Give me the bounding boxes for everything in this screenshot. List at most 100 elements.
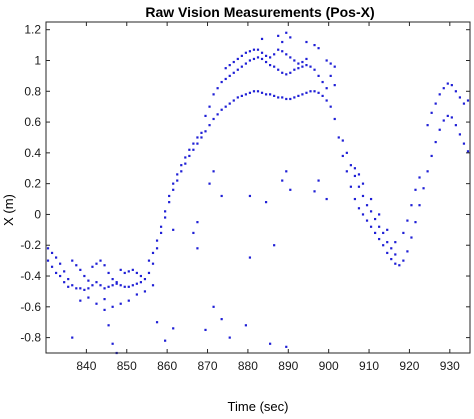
data-point <box>281 50 284 53</box>
data-point <box>220 318 223 321</box>
data-point <box>200 131 203 134</box>
data-point <box>111 284 114 287</box>
data-point <box>172 182 175 185</box>
data-point <box>285 31 288 34</box>
data-point <box>103 287 106 290</box>
x-axis-label: Time (sec) <box>228 399 289 414</box>
data-point <box>301 60 304 64</box>
data-point <box>232 60 235 64</box>
data-point <box>273 65 276 68</box>
data-point <box>172 188 175 191</box>
data-point <box>289 71 292 74</box>
data-point <box>414 188 417 191</box>
data-point <box>264 93 268 96</box>
data-point <box>357 173 361 176</box>
data-point <box>426 124 429 127</box>
data-point <box>281 40 284 44</box>
data-point <box>277 34 280 37</box>
data-point <box>244 324 247 327</box>
x-tick-label: 910 <box>359 359 379 373</box>
data-point <box>135 282 138 285</box>
y-tick-label: 0 <box>34 207 41 221</box>
data-point <box>256 48 260 51</box>
data-point <box>196 247 199 250</box>
data-point <box>462 142 466 145</box>
data-point <box>180 170 183 173</box>
data-point <box>285 53 288 56</box>
data-point <box>252 57 256 61</box>
data-point <box>321 80 324 84</box>
y-tick-label: 0.8 <box>24 84 41 98</box>
data-point <box>184 156 187 159</box>
data-point <box>216 113 219 116</box>
x-tick-label: 840 <box>76 359 96 373</box>
data-point <box>240 65 243 68</box>
data-point <box>289 36 292 39</box>
data-point <box>71 336 74 339</box>
x-tick-label: 880 <box>238 359 258 373</box>
data-point <box>164 216 167 219</box>
data-point <box>309 65 312 68</box>
data-point <box>450 116 453 119</box>
data-point <box>329 105 332 108</box>
data-point <box>168 201 171 204</box>
data-point <box>204 328 207 332</box>
data-point <box>91 284 94 287</box>
data-point <box>438 93 441 96</box>
data-point <box>365 219 369 222</box>
y-tick-label: 1.2 <box>24 23 41 37</box>
y-tick-label: 0.6 <box>24 115 41 129</box>
data-point <box>293 68 296 71</box>
data-point <box>256 90 260 93</box>
data-point <box>281 96 284 99</box>
data-point <box>442 87 445 90</box>
data-point <box>269 342 272 345</box>
data-point <box>369 210 373 213</box>
data-point <box>277 96 280 99</box>
data-point <box>224 77 227 81</box>
y-tick-label: -0.2 <box>20 238 41 252</box>
data-point <box>103 264 106 267</box>
data-point <box>248 59 252 62</box>
data-point <box>204 114 207 118</box>
data-point <box>264 201 268 204</box>
data-point <box>212 117 215 121</box>
data-point <box>382 231 385 235</box>
data-point <box>176 179 179 182</box>
data-point <box>264 54 268 57</box>
data-point <box>386 228 389 231</box>
data-point <box>147 259 151 262</box>
data-point <box>115 282 118 285</box>
data-point <box>107 324 110 327</box>
data-point <box>269 64 272 67</box>
data-point <box>313 68 316 71</box>
data-point <box>63 281 66 284</box>
data-point <box>361 213 365 216</box>
data-point <box>127 285 130 288</box>
data-point <box>208 105 211 108</box>
data-point <box>289 188 292 191</box>
data-point <box>244 51 247 54</box>
data-point <box>466 99 470 102</box>
data-point <box>458 96 461 99</box>
data-point <box>50 265 54 268</box>
data-point <box>301 65 304 68</box>
data-point <box>220 194 223 198</box>
data-point <box>212 170 215 173</box>
data-point <box>277 68 280 71</box>
data-point <box>357 185 361 188</box>
data-point <box>414 221 417 224</box>
data-point <box>248 256 252 259</box>
data-point <box>273 53 276 56</box>
data-point <box>123 271 126 275</box>
data-point <box>79 299 82 302</box>
x-tick-label: 920 <box>399 359 419 373</box>
data-point <box>71 284 74 287</box>
data-point <box>260 51 264 54</box>
data-point <box>172 228 175 231</box>
data-point <box>418 204 421 207</box>
data-point <box>361 182 365 185</box>
data-point <box>402 231 405 235</box>
data-point <box>220 80 223 84</box>
data-point <box>337 136 340 139</box>
